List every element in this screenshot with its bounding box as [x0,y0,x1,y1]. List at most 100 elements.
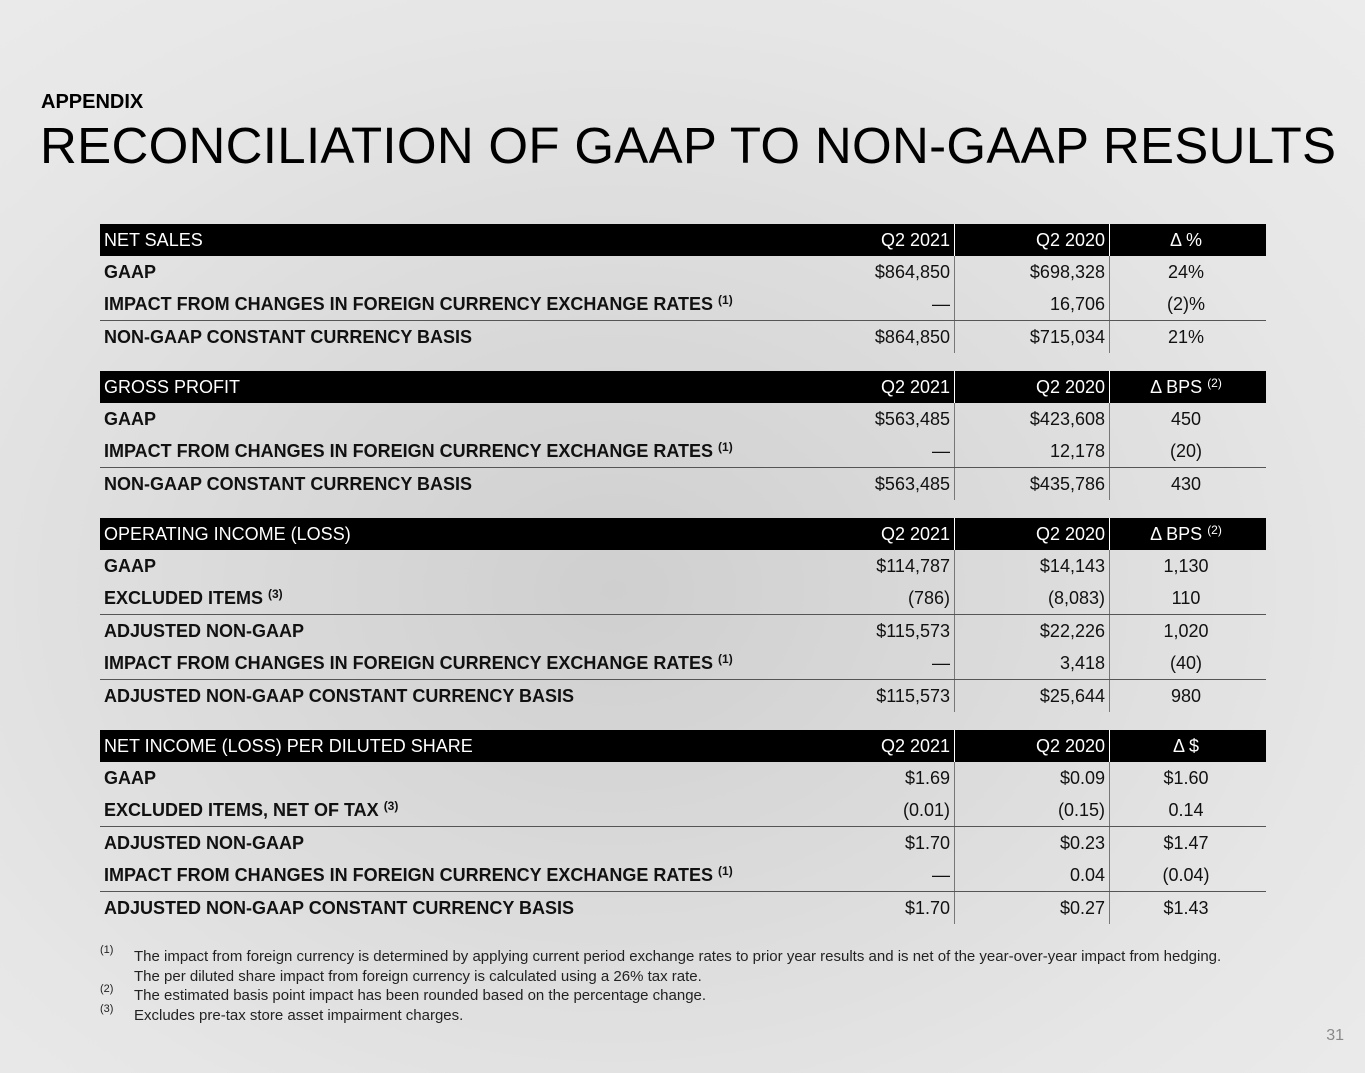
cell: — [800,647,955,679]
cell: 1,130 [1163,555,1209,576]
header-text: Δ BPS [1150,524,1203,544]
label-text: ADJUSTED NON-GAAP CONSTANT CURRENCY BASI… [104,685,575,706]
header-row: NET SALES Q2 2021 Q2 2020 Δ % [100,224,1266,256]
table-section: GROSS PROFIT Q2 2021 Q2 2020 Δ BPS (2) GAAP $5… [100,371,1266,500]
row-label: ADJUSTED NON-GAAP CONSTANT CURRENCY BASI… [100,898,800,919]
header-text: Δ BPS [1150,377,1203,397]
cell: 3,418 [955,647,1110,679]
body-row: GAAP $1.69 $0.09 $1.60 [100,762,1266,794]
cell: 24% [1167,261,1205,282]
cell: (40) [1169,652,1202,673]
row-label: IMPACT FROM CHANGES IN FOREIGN CURRENCY … [100,293,800,315]
note-marker: (1) [718,864,733,878]
header-text: Q2 2020 [1035,377,1105,397]
cell: $698,328 [955,256,1110,288]
note-marker: (2) [1207,523,1222,537]
header-cell: Q2 2021 [800,518,955,550]
note-marker: (3) [383,799,399,813]
label-text: IMPACT FROM CHANGES IN FOREIGN CURRENCY … [104,865,714,885]
body-row: IMPACT FROM CHANGES IN FOREIGN CURRENCY … [100,288,1266,320]
header-text: Q2 2021 [880,377,950,397]
footnote-line: The impact from foreign currency is dete… [134,948,1222,965]
row-label: NON-GAAP CONSTANT CURRENCY BASIS [100,327,800,348]
header-cell: Q2 2021 [800,371,955,403]
cell: $0.27 [955,892,1110,924]
cell: 110 [1171,587,1201,608]
cell: (0.04) [1162,864,1210,885]
footnotes: (1) The impact from foreign currency is d… [100,944,1222,1026]
body-row: IMPACT FROM CHANGES IN FOREIGN CURRENCY … [100,647,1266,679]
header-cell: Δ % [1110,230,1266,251]
cell: (8,083) [955,582,1110,614]
header-label: NET INCOME (LOSS) PER DILUTED SHARE [104,735,473,756]
header-label: OPERATING INCOME (LOSS) [104,523,351,544]
header-text: Q2 2020 [1035,230,1105,250]
label-text: GAAP [104,408,157,429]
cell: $25,644 [955,680,1110,712]
footnote: (2) The estimated basis point impact has … [100,983,1221,1006]
footnote-line: The estimated basis point impact has bee… [134,987,707,1004]
tables: NET SALES Q2 2021 Q2 2020 Δ % GAAP $864,850 $6… [100,224,1266,942]
header-row: GROSS PROFIT Q2 2021 Q2 2020 Δ BPS (2) [100,371,1266,403]
cell: (0.01) [800,794,955,826]
body-row: NON-GAAP CONSTANT CURRENCY BASIS $563,485… [100,467,1266,500]
kicker: APPENDIX [41,91,144,113]
note-marker: (2) [1207,376,1222,390]
label-text: GAAP [104,261,157,282]
cell: $1.60 [1163,767,1209,788]
body-row: ADJUSTED NON-GAAP CONSTANT CURRENCY BASI… [100,679,1266,712]
cell: $0.09 [955,762,1110,794]
cell: 980 [1170,685,1202,706]
cell: $1.70 [800,892,955,924]
cell: — [800,435,955,467]
cell: 16,706 [955,288,1110,320]
header-label: NET SALES [104,229,203,250]
header-text: Δ $ [1172,735,1200,756]
body-row: GAAP $563,485 $423,608 450 [100,403,1266,435]
row-label: IMPACT FROM CHANGES IN FOREIGN CURRENCY … [100,864,800,886]
row-label: IMPACT FROM CHANGES IN FOREIGN CURRENCY … [100,440,800,462]
cell: $114,787 [800,550,955,582]
row-label: ADJUSTED NON-GAAP [100,833,800,854]
footnote-marker: (3) [100,1002,114,1015]
label-text: GAAP [104,767,157,788]
body-row: EXCLUDED ITEMS (3) (786) (8,083) 110 [100,582,1266,614]
header-text: Q2 2020 [1035,524,1105,544]
row-label: GAAP [100,768,800,789]
footnote-line: Excludes pre-tax store asset impairment … [134,1006,464,1024]
footnote-line: The per diluted share impact from foreig… [134,967,702,985]
table-section: OPERATING INCOME (LOSS) Q2 2021 Q2 2020 Δ B… [100,518,1266,712]
footnote: (3) Excludes pre-tax store asset impairme… [100,1003,1221,1026]
note-marker: (1) [718,652,733,666]
header-row: NET INCOME (LOSS) PER DILUTED SHARE Q2 20… [100,730,1266,762]
row-label: GAAP [100,262,800,283]
cell: $563,485 [800,403,955,435]
header-cell: Q2 2021 [800,730,955,762]
cell: (0.15) [955,794,1110,826]
cell: $715,034 [955,321,1110,353]
cell: $115,573 [800,680,955,712]
cell: 1,020 [1163,620,1209,641]
label-text: EXCLUDED ITEMS, NET OF TAX [104,800,379,820]
row-label: IMPACT FROM CHANGES IN FOREIGN CURRENCY … [100,652,800,674]
title: RECONCILIATION OF GAAP TO NON-GAAP RESUL… [40,117,1337,174]
label-text: IMPACT FROM CHANGES IN FOREIGN CURRENCY … [104,441,714,461]
body-row: IMPACT FROM CHANGES IN FOREIGN CURRENCY … [100,435,1266,467]
cell: — [800,859,955,891]
cell: $435,786 [955,468,1110,500]
label-text: EXCLUDED ITEMS [104,588,264,608]
cell: (786) [800,582,955,614]
cell: (20) [1169,440,1202,461]
header-cell: Δ BPS (2) [1110,523,1266,545]
label-text: ADJUSTED NON-GAAP [104,620,305,641]
row-label: GAAP [100,556,800,577]
header-cell: Q2 2020 [955,224,1110,256]
label-text: ADJUSTED NON-GAAP CONSTANT CURRENCY BASI… [104,897,575,918]
header-cell: Q2 2020 [955,518,1110,550]
cell: $1.70 [800,827,955,859]
label-text: IMPACT FROM CHANGES IN FOREIGN CURRENCY … [104,653,714,673]
cell: $423,608 [955,403,1110,435]
row-label: NON-GAAP CONSTANT CURRENCY BASIS [100,474,800,495]
row-label: ADJUSTED NON-GAAP [100,621,800,642]
